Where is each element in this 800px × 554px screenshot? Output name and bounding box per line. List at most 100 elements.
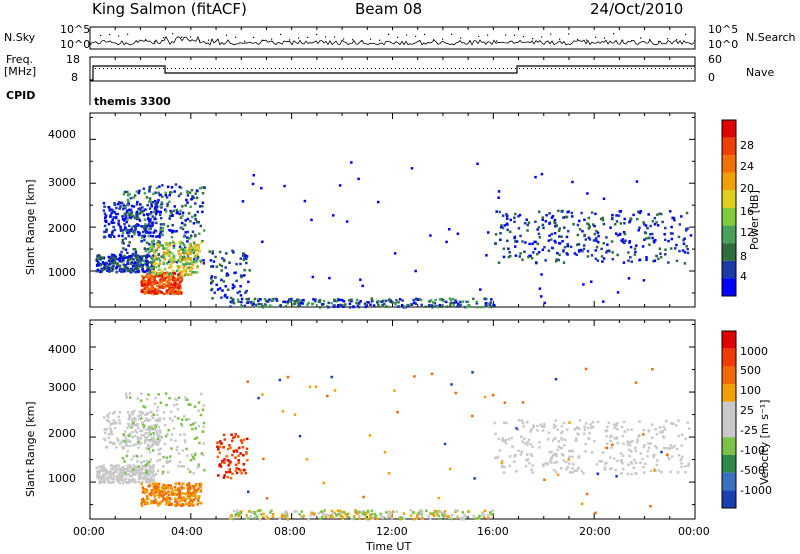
velocity-point	[136, 460, 139, 463]
power-point	[559, 242, 562, 245]
power-point	[467, 305, 470, 308]
power-point	[166, 196, 169, 199]
velocity-point	[671, 446, 674, 449]
power-point	[144, 271, 147, 274]
power-point	[211, 297, 214, 300]
velocity-point	[110, 429, 113, 432]
velocity-point	[116, 475, 119, 478]
power-point	[617, 291, 620, 294]
power-point	[284, 301, 287, 304]
velocity-point	[235, 449, 238, 452]
velocity-point	[122, 482, 125, 485]
velocity-point	[601, 460, 604, 463]
nsearch-point	[370, 39, 371, 40]
power-point	[567, 210, 570, 213]
velocity-point	[173, 427, 176, 430]
power-point	[618, 214, 621, 217]
velocity-point	[126, 426, 128, 429]
power-point	[563, 261, 566, 264]
power-point	[480, 306, 483, 309]
velocity-point	[177, 465, 180, 468]
power-point	[671, 232, 674, 235]
power-point	[112, 226, 115, 229]
power-point	[137, 224, 140, 227]
power-point	[385, 300, 388, 303]
power-point	[632, 214, 635, 217]
velocity-point	[262, 458, 265, 461]
velocity-point	[110, 465, 113, 468]
velocity-point	[531, 446, 534, 449]
power-point	[570, 246, 573, 249]
power-point	[224, 266, 227, 269]
power-point	[413, 302, 416, 305]
power-point	[667, 261, 670, 264]
power-point	[499, 211, 502, 214]
velocity-point	[166, 433, 169, 436]
power-point	[545, 220, 548, 223]
power-point	[181, 205, 184, 208]
nsearch-point	[505, 34, 506, 35]
power-point	[639, 212, 642, 215]
power-point	[138, 212, 141, 215]
velocity-point	[160, 447, 163, 450]
velocity-point	[179, 500, 182, 503]
velocity-point	[146, 413, 149, 416]
velocity-point	[115, 446, 118, 449]
velocity-point	[615, 424, 618, 427]
nave-point	[487, 68, 488, 69]
velocity-point	[110, 468, 113, 471]
velocity-point	[272, 513, 275, 516]
power-point	[181, 270, 184, 273]
velocity-point	[141, 481, 144, 484]
velocity-point	[138, 481, 141, 484]
nsearch-point	[433, 39, 434, 40]
power-point	[562, 250, 565, 253]
velocity-point	[561, 453, 564, 456]
velocity-point	[262, 513, 265, 516]
velocity-point	[571, 471, 574, 474]
nave-point	[683, 68, 684, 69]
velocity-point	[165, 501, 168, 504]
power-point	[465, 306, 468, 309]
power-point	[185, 252, 188, 255]
velocity-point	[614, 437, 617, 440]
nave-point	[211, 68, 212, 69]
power-point	[669, 210, 672, 213]
velocity-point	[465, 516, 468, 519]
velocity-point	[306, 458, 309, 461]
velocity-point	[421, 509, 424, 512]
power-point	[171, 258, 174, 261]
power-point	[160, 223, 163, 226]
power-point	[137, 268, 140, 271]
power-point	[531, 257, 534, 260]
velocity-point	[203, 426, 206, 429]
nsearch-point	[541, 36, 542, 37]
power-point	[476, 301, 479, 304]
velocity-point	[649, 505, 652, 508]
velocity-point	[137, 446, 140, 449]
velocity-point	[137, 427, 140, 430]
power-point	[514, 245, 517, 248]
velocity-point	[133, 410, 136, 413]
velocity-point	[142, 491, 145, 494]
power-point	[340, 304, 343, 307]
power-point	[397, 301, 400, 304]
velocity-point	[202, 454, 205, 457]
power-point	[637, 229, 640, 232]
nave-point	[451, 68, 452, 69]
velocity-point	[622, 468, 625, 471]
velocity-point	[151, 427, 154, 430]
nsearch-point	[343, 38, 344, 39]
nsearch-point	[361, 40, 362, 41]
velocity-point	[592, 421, 595, 424]
power-point	[121, 235, 124, 238]
power-point	[643, 279, 646, 282]
power-point	[111, 219, 114, 222]
velocity-point	[638, 435, 641, 438]
velocity-point	[202, 404, 205, 407]
power-point	[215, 265, 218, 268]
power-point	[240, 257, 243, 260]
velocity-point	[677, 419, 680, 422]
power-point	[265, 304, 268, 307]
power-point	[645, 259, 648, 262]
